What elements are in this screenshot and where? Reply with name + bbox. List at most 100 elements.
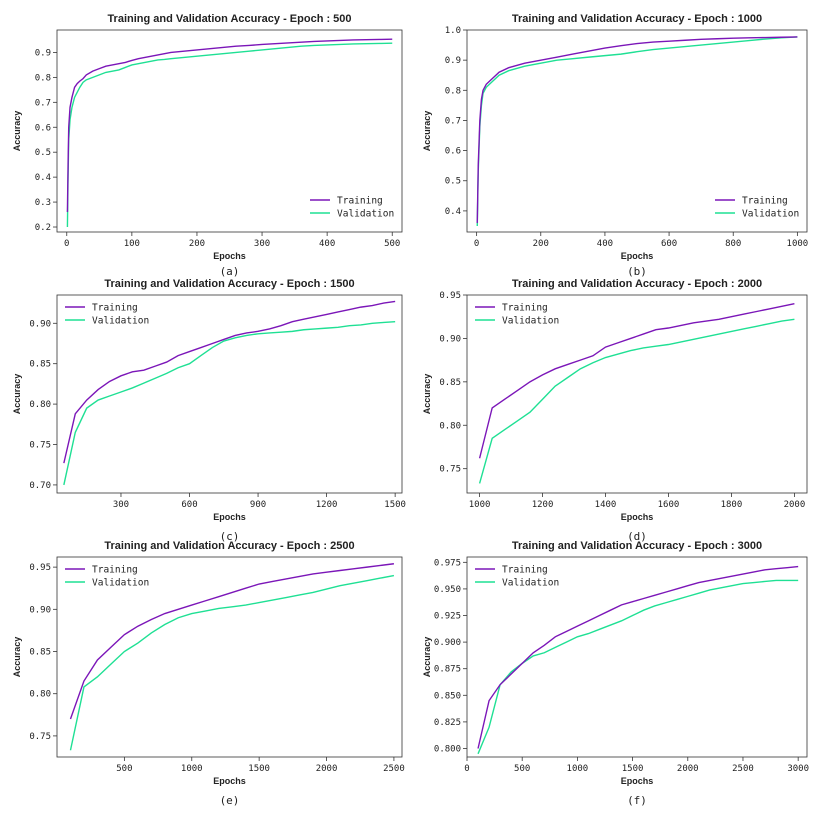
y-tick-label: 0.85 xyxy=(439,378,461,388)
chart-title: Training and Validation Accuracy - Epoch… xyxy=(512,278,762,290)
plot-frame xyxy=(56,556,403,758)
x-tick-label: 600 xyxy=(661,239,677,249)
y-tick-label: 0.80 xyxy=(29,400,51,410)
chart-panel-1: Training and Validation Accuracy - Epoch… xyxy=(12,13,403,278)
series-line-validation xyxy=(66,42,393,228)
legend-label-validation: Validation xyxy=(502,578,559,589)
legend-label-validation: Validation xyxy=(337,209,394,220)
y-tick-label: 0.90 xyxy=(439,334,461,344)
chart-title: Training and Validation Accuracy - Epoch… xyxy=(512,540,762,552)
x-tick-label: 2500 xyxy=(383,764,405,774)
series-line-training xyxy=(66,38,393,213)
y-tick-label: 0.3 xyxy=(35,198,51,208)
x-axis-label: Epochs xyxy=(213,512,246,522)
series-line-training xyxy=(69,563,394,720)
panel-caption: (e) xyxy=(220,794,240,807)
x-tick-label: 2000 xyxy=(784,500,806,510)
y-tick-label: 0.8 xyxy=(35,73,51,83)
y-tick-label: 0.950 xyxy=(434,585,461,595)
y-tick-label: 0.4 xyxy=(35,173,51,183)
y-tick-label: 0.7 xyxy=(445,116,461,126)
series-line-training xyxy=(478,302,795,459)
x-tick-label: 1500 xyxy=(248,764,270,774)
panel-caption: (d) xyxy=(627,530,647,543)
legend-label-training: Training xyxy=(502,303,548,314)
y-tick-label: 0.5 xyxy=(445,177,461,187)
x-axis-label: Epochs xyxy=(213,251,246,261)
legend-label-training: Training xyxy=(92,565,138,576)
series-line-validation xyxy=(478,318,795,484)
y-tick-label: 0.5 xyxy=(35,148,51,158)
x-tick-label: 1200 xyxy=(532,500,554,510)
y-tick-label: 0.800 xyxy=(434,744,461,754)
x-tick-label: 1000 xyxy=(787,239,809,249)
panel-caption: (b) xyxy=(627,265,647,278)
legend-label-validation: Validation xyxy=(742,209,799,220)
x-tick-label: 2000 xyxy=(316,764,338,774)
x-tick-label: 100 xyxy=(124,239,140,249)
x-tick-label: 300 xyxy=(113,500,129,510)
y-tick-label: 0.825 xyxy=(434,718,461,728)
y-tick-label: 0.2 xyxy=(35,223,51,233)
panel-caption: (a) xyxy=(220,265,240,278)
panel-caption: (f) xyxy=(627,794,647,807)
legend-label-training: Training xyxy=(502,565,548,576)
y-tick-label: 0.85 xyxy=(29,360,51,370)
chart-title: Training and Validation Accuracy - Epoch… xyxy=(104,278,354,290)
y-tick-label: 0.7 xyxy=(35,98,51,108)
y-axis-label: Accuracy xyxy=(422,637,432,678)
y-tick-label: 0.9 xyxy=(445,56,461,66)
y-tick-label: 0.75 xyxy=(439,465,461,475)
panel-caption: (c) xyxy=(220,530,240,543)
chart-title: Training and Validation Accuracy - Epoch… xyxy=(107,13,351,25)
x-tick-label: 400 xyxy=(597,239,613,249)
x-tick-label: 1400 xyxy=(595,500,617,510)
x-tick-label: 500 xyxy=(384,239,400,249)
plot-frame xyxy=(56,294,403,494)
x-tick-label: 900 xyxy=(250,500,266,510)
y-tick-label: 0.8 xyxy=(445,86,461,96)
x-tick-label: 400 xyxy=(319,239,335,249)
y-tick-label: 0.90 xyxy=(29,319,51,329)
series-line-training xyxy=(477,565,799,749)
plot-frame xyxy=(466,29,808,233)
x-axis-label: Epochs xyxy=(621,776,654,786)
series-line-validation xyxy=(477,579,799,755)
y-tick-label: 0.875 xyxy=(434,665,461,675)
y-tick-label: 0.925 xyxy=(434,612,461,622)
series-line-validation xyxy=(476,36,798,226)
x-tick-label: 0 xyxy=(474,239,479,249)
x-tick-label: 3000 xyxy=(787,764,809,774)
series-line-validation xyxy=(63,320,396,486)
legend: Training Validation xyxy=(310,196,394,220)
x-axis-label: Epochs xyxy=(621,512,654,522)
plot-frame xyxy=(466,294,808,494)
y-tick-label: 0.95 xyxy=(439,291,461,301)
legend-label-training: Training xyxy=(337,196,383,207)
y-tick-label: 0.95 xyxy=(29,563,51,573)
series-line-training xyxy=(476,36,798,223)
legend: Training Validation xyxy=(715,196,799,220)
y-tick-label: 0.80 xyxy=(439,421,461,431)
y-tick-label: 0.6 xyxy=(445,147,461,157)
series-line-validation xyxy=(69,574,395,751)
x-tick-label: 1800 xyxy=(721,500,743,510)
y-axis-label: Accuracy xyxy=(12,111,22,152)
y-axis-label: Accuracy xyxy=(422,374,432,415)
legend-label-validation: Validation xyxy=(92,578,149,589)
x-tick-label: 800 xyxy=(725,239,741,249)
x-tick-label: 500 xyxy=(116,764,132,774)
x-tick-label: 2000 xyxy=(677,764,699,774)
chart-panel-6: Training and Validation Accuracy - Epoch… xyxy=(422,540,809,807)
y-axis-label: Accuracy xyxy=(12,374,22,415)
y-axis-label: Accuracy xyxy=(422,111,432,152)
chart-panel-5: Training and Validation Accuracy - Epoch… xyxy=(12,540,405,807)
legend: Training Validation xyxy=(65,565,149,589)
x-tick-label: 200 xyxy=(189,239,205,249)
y-tick-label: 0.90 xyxy=(29,605,51,615)
x-tick-label: 200 xyxy=(533,239,549,249)
x-tick-label: 600 xyxy=(181,500,197,510)
legend-label-training: Training xyxy=(92,303,138,314)
x-tick-label: 2500 xyxy=(732,764,754,774)
